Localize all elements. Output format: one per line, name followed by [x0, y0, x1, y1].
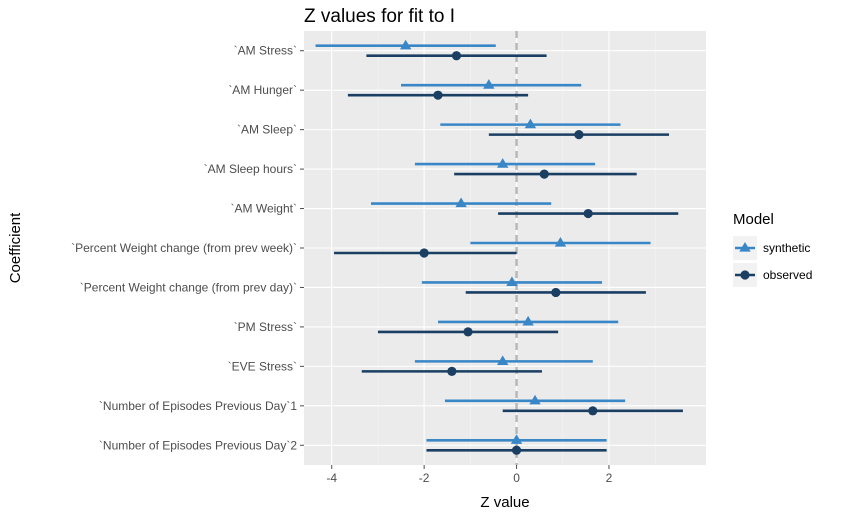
observed-point [511, 445, 522, 455]
legend-key-marker [740, 270, 750, 280]
observed-point [447, 366, 457, 376]
x-tick-label: -2 [419, 471, 430, 485]
y-category-label: `Number of Episodes Previous Day`2 [99, 438, 297, 452]
chart-title: Z values for fit to I [304, 6, 455, 27]
synthetic-point [554, 237, 567, 247]
observed-point [583, 208, 593, 219]
y-category-label: `AM Sleep hours` [204, 162, 297, 176]
chart-marks [315, 39, 683, 455]
major-gridlines [304, 31, 706, 465]
legend-key-marker [739, 242, 751, 252]
y-axis-title: Coefficient [7, 212, 24, 283]
legend-title: Model [733, 211, 774, 228]
y-category-label: `Percent Weight change (from prev day)` [80, 280, 297, 294]
observed-point [574, 130, 584, 140]
synthetic-point [522, 315, 534, 326]
observed-point [588, 406, 598, 416]
y-category-label: `AM Weight` [231, 202, 297, 216]
x-axis-title: Z value [480, 494, 529, 511]
synthetic-point [455, 197, 467, 208]
y-category-label: `AM Hunger` [228, 83, 297, 97]
observed-point [451, 51, 462, 61]
synthetic-point [510, 434, 523, 444]
synthetic-point [506, 276, 518, 287]
observed-point [419, 248, 429, 258]
legend-label-observed: observed [763, 268, 812, 282]
y-category-label: `AM Stress` [234, 44, 297, 58]
synthetic-point [496, 355, 509, 365]
synthetic-point [524, 118, 537, 129]
x-tick-label: -4 [326, 471, 337, 485]
y-category-label: `Percent Weight change (from prev week)` [71, 241, 297, 255]
y-category-label: `EVE Stress` [228, 359, 297, 373]
observed-point [433, 90, 443, 100]
y-category-label: `Number of Episodes Previous Day`1 [99, 399, 297, 413]
y-category-label: `AM Sleep` [237, 123, 297, 137]
x-tick-label: 0 [513, 471, 520, 485]
observed-point [539, 169, 549, 179]
synthetic-point [399, 39, 412, 50]
legend: Model synthetic observed [733, 211, 812, 287]
observed-point [551, 287, 561, 298]
legend-items: synthetic observed [733, 236, 812, 287]
synthetic-point [483, 79, 495, 89]
y-category-label: `PM Stress` [234, 320, 297, 334]
y-axis-ticks: `AM Stress` `AM Hunger` `AM Sleep` `AM Slee… [71, 44, 304, 452]
x-tick-label: 2 [606, 471, 613, 485]
observed-point [463, 327, 473, 337]
legend-label-synthetic: synthetic [763, 241, 810, 255]
synthetic-point [529, 394, 541, 405]
synthetic-point [496, 158, 509, 168]
x-axis-ticks: -4 -2 0 2 [326, 465, 613, 485]
